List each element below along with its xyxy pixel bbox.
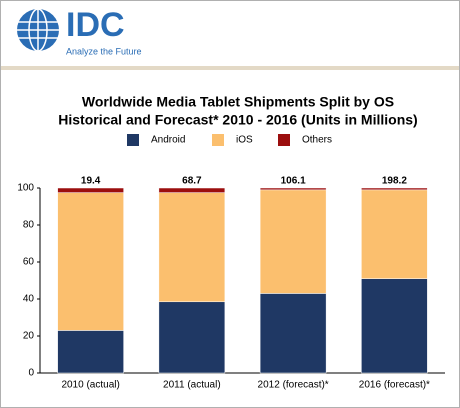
- bar-segment: [158, 301, 226, 374]
- x-tick-label: 2010 (actual): [61, 380, 119, 391]
- bar-segment: [361, 189, 428, 279]
- header-rule: [1, 66, 459, 70]
- bar-segment: [259, 293, 327, 374]
- logo: IDC: [66, 6, 125, 44]
- total-label: 106.1: [281, 176, 306, 187]
- total-label: 68.7: [182, 176, 202, 187]
- bar-segment: [361, 187, 428, 191]
- chart-title: Worldwide Media Tablet Shipments Split b…: [82, 94, 394, 110]
- y-tick-label: 40: [23, 294, 35, 305]
- bar-segment: [259, 187, 327, 191]
- tagline: Analyze the Future: [66, 46, 142, 56]
- legend-swatch: [127, 134, 139, 146]
- legend-swatch: [212, 134, 224, 146]
- bar-segment: [57, 192, 124, 331]
- total-label: 19.4: [81, 176, 101, 187]
- y-tick-label: 0: [28, 368, 34, 379]
- x-tick-label: 2011 (actual): [163, 380, 221, 391]
- bar-segment: [158, 192, 226, 303]
- y-tick-label: 100: [17, 183, 34, 194]
- bar-segment: [158, 187, 226, 193]
- bar-segment: [259, 189, 327, 294]
- total-label: 198.2: [382, 176, 407, 187]
- y-tick-label: 60: [23, 257, 35, 268]
- logo-globe: [17, 8, 59, 52]
- bar-segment: [57, 330, 124, 374]
- bar-segment: [361, 278, 428, 374]
- legend-label: iOS: [236, 135, 253, 146]
- bar-segment: [57, 187, 124, 193]
- chart-subtitle: Historical and Forecast* 2010 - 2016 (Un…: [58, 112, 417, 128]
- legend-swatch: [278, 134, 290, 146]
- x-tick-label: 2012 (forecast)*: [258, 380, 329, 391]
- legend-label: Android: [151, 135, 185, 146]
- y-tick-label: 20: [23, 331, 35, 342]
- y-tick-label: 80: [23, 220, 35, 231]
- legend-label: Others: [302, 135, 332, 146]
- x-tick-label: 2016 (forecast)*: [359, 380, 430, 391]
